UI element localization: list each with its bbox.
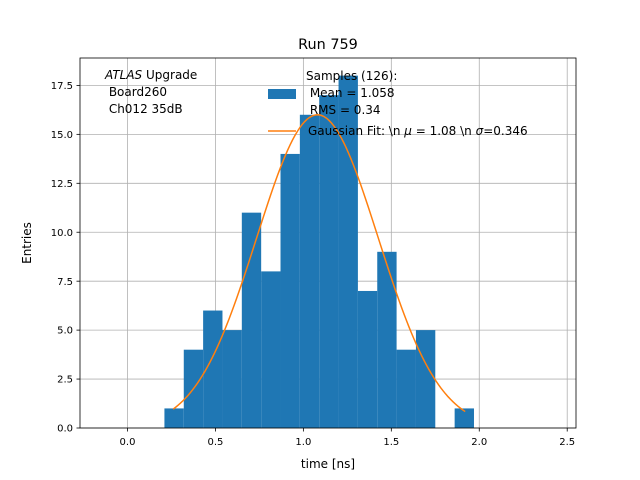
y-tick-label: 17.5 [51, 81, 73, 92]
histogram-bar [280, 153, 300, 429]
histogram-bar [164, 408, 184, 428]
histogram-bar [396, 349, 416, 428]
histogram-bar [357, 290, 378, 428]
histogram-bar [299, 114, 320, 428]
annotation-atlas-word: ATLAS [104, 68, 143, 82]
plot-frame [79, 57, 577, 429]
y-axis-ticks: 0.0 2.5 5.0 7.5 10.0 12.5 15.0 17.5 [51, 81, 80, 435]
legend: Samples (126): Mean = 1.058 RMS = 0.34 G… [268, 69, 528, 138]
histogram-bar [377, 251, 397, 428]
annotation-upgrade-word: Upgrade [142, 68, 197, 82]
histogram-bar [222, 330, 242, 428]
legend-histogram-swatch [268, 89, 296, 99]
x-axis-ticks: 0.0 0.5 1.0 1.5 2.0 2.5 [120, 428, 575, 448]
x-tick-label: 1.0 [295, 437, 311, 448]
legend-histogram-line-1: Samples (126): [306, 69, 397, 83]
histogram-bar [319, 95, 339, 428]
x-axis-label: time [ns] [301, 457, 355, 471]
legend-fit-label: Gaussian Fit: \n μ = 1.08 \n σ=0.346 [308, 124, 528, 138]
annotation-line-3: Ch012 35dB [105, 102, 183, 116]
legend-fit-end: =0.346 [483, 124, 527, 138]
x-tick-label: 2.0 [471, 437, 487, 448]
y-axis-label: Entries [20, 222, 34, 264]
legend-histogram-line-3: RMS = 0.34 [306, 103, 381, 117]
y-tick-label: 10.0 [51, 228, 73, 239]
y-tick-label: 5.0 [57, 326, 73, 337]
legend-fit-prefix: Gaussian Fit: \n [308, 124, 404, 138]
histogram-bar [261, 271, 281, 428]
histogram-bar [415, 330, 436, 428]
y-tick-label: 12.5 [51, 179, 73, 190]
annotation-line-2: Board260 [105, 85, 167, 99]
chart-title: Run 759 [298, 37, 358, 53]
x-tick-label: 0.0 [120, 437, 136, 448]
y-tick-label: 7.5 [57, 277, 73, 288]
histogram-bar [454, 408, 474, 428]
x-tick-label: 0.5 [207, 437, 223, 448]
x-tick-label: 1.5 [383, 437, 399, 448]
legend-fit-mid: = 1.08 \n [412, 124, 476, 138]
atlas-annotation: ATLAS Upgrade Board260 Ch012 35dB [104, 68, 197, 116]
legend-fit-mu: μ [403, 124, 412, 138]
legend-histogram-line-2: Mean = 1.058 [306, 86, 395, 100]
y-tick-label: 2.5 [57, 375, 73, 386]
gaussian-fit-line [172, 114, 466, 413]
y-tick-label: 15.0 [51, 130, 73, 141]
annotation-line-1: ATLAS Upgrade [104, 68, 197, 82]
histogram-bars [164, 75, 474, 429]
legend-fit-sigma: σ [476, 124, 484, 138]
histogram-bar [203, 310, 223, 428]
y-tick-label: 0.0 [57, 424, 73, 435]
x-tick-label: 2.5 [559, 437, 575, 448]
histogram-bar [241, 212, 262, 428]
